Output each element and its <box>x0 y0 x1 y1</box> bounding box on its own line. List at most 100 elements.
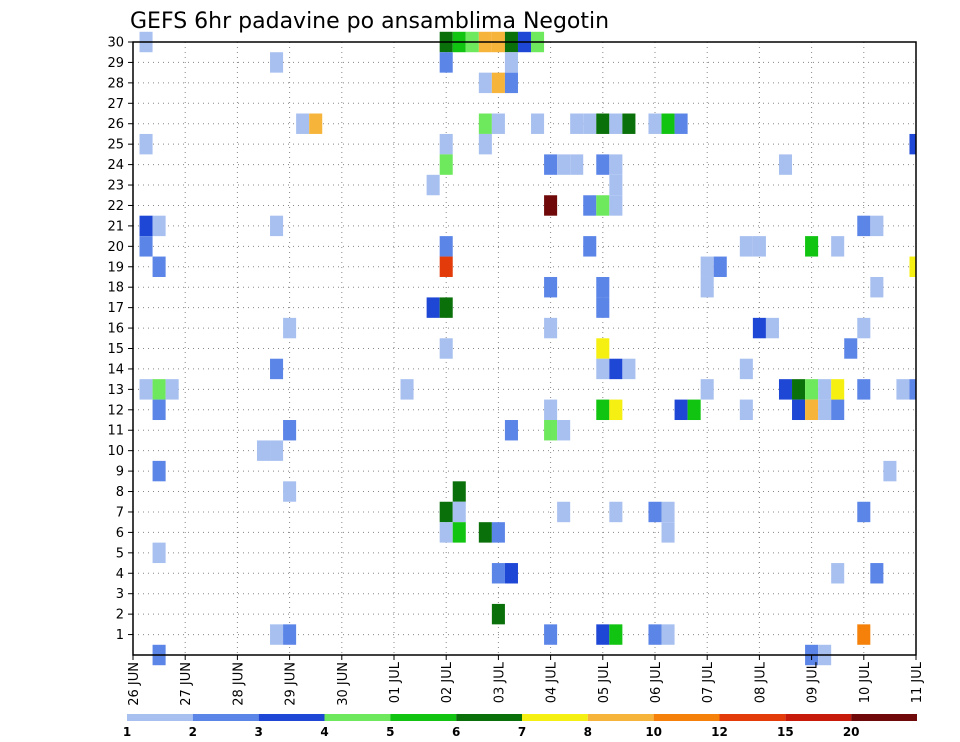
heatmap-cell <box>426 174 440 196</box>
heatmap-cell <box>544 317 558 339</box>
heatmap-cell <box>439 297 453 318</box>
heatmap-cell <box>700 379 714 400</box>
heatmap-cell <box>152 542 166 564</box>
heatmap-cell <box>439 133 453 155</box>
heatmap-cell <box>570 113 584 134</box>
colorbar-label: 1 <box>123 725 131 739</box>
heatmap-cell <box>805 399 819 421</box>
heatmap-cell <box>609 154 623 175</box>
x-tick-label: 26 JUN <box>127 662 142 706</box>
heatmap-cell <box>583 195 597 216</box>
heatmap-cell <box>583 236 597 257</box>
colorbar-legend: 1 2 3 4 5 6 7 8 10 12 15 20 <box>123 714 917 739</box>
heatmap-cell <box>283 624 297 645</box>
heatmap-cell <box>596 338 610 359</box>
heatmap-cell <box>283 317 297 339</box>
heatmap-cell <box>557 420 571 441</box>
x-tick-label: 08 JUL <box>753 661 768 703</box>
heatmap-cell <box>491 563 505 584</box>
colorbar-segment <box>785 714 852 721</box>
heatmap-cell <box>700 256 714 277</box>
colorbar-segment <box>390 714 457 721</box>
heatmap-cell <box>152 460 166 482</box>
colorbar-segment <box>587 714 654 721</box>
heatmap-cell <box>452 522 466 543</box>
heatmap-cell <box>478 522 492 543</box>
heatmap-cell <box>139 133 153 155</box>
heatmap-cell <box>544 276 558 298</box>
y-tick-label: 21 <box>107 219 124 234</box>
y-tick-label: 22 <box>107 199 124 214</box>
colorbar-segment <box>324 714 391 721</box>
y-tick-label: 13 <box>107 383 124 398</box>
heatmap-cell <box>739 399 753 421</box>
heatmap-cell <box>596 195 610 216</box>
colorbar-label: 20 <box>843 725 860 739</box>
heatmap-cell <box>452 481 466 502</box>
heatmap-cell <box>596 399 610 421</box>
heatmap-cell <box>596 624 610 645</box>
y-tick-label: 17 <box>107 301 124 316</box>
heatmap-cell <box>857 501 871 523</box>
heatmap-cell <box>504 420 518 441</box>
y-tick-label: 19 <box>107 260 124 275</box>
heatmap-cell <box>609 501 623 523</box>
x-tick-label: 11 JUL <box>910 661 925 703</box>
heatmap-cell <box>831 379 845 400</box>
heatmap-cell <box>857 379 871 400</box>
heatmap-cell <box>596 297 610 318</box>
heatmap-cell <box>739 236 753 257</box>
heatmap-cell <box>270 440 284 461</box>
colorbar-label: 3 <box>254 725 262 739</box>
x-tick-label: 29 JUN <box>284 662 299 706</box>
heatmap-cell <box>531 113 545 134</box>
colorbar-segment <box>127 714 193 721</box>
heatmap-cell <box>792 399 806 421</box>
heatmap-cell <box>765 317 779 339</box>
heatmap-cell <box>818 399 832 421</box>
x-axis-ticks: 26 JUN 27 JUN 28 JUN 29 JUN 30 JUN 01 JUL 02 J… <box>127 655 925 706</box>
heatmap-cell <box>713 256 727 277</box>
heatmap-cell <box>491 603 505 625</box>
x-tick-label: 01 JUL <box>388 661 403 703</box>
x-tick-label: 06 JUL <box>649 661 664 703</box>
heatmap-cell <box>491 72 505 94</box>
heatmap-cell <box>844 338 858 359</box>
x-tick-label: 07 JUL <box>701 661 716 703</box>
heatmap-cell <box>504 563 518 584</box>
colorbar-label: 2 <box>189 725 197 739</box>
y-tick-label: 7 <box>116 505 124 520</box>
heatmap-cell <box>622 358 636 380</box>
y-tick-label: 11 <box>107 424 124 439</box>
y-tick-label: 10 <box>107 444 124 459</box>
y-tick-label: 28 <box>107 76 124 91</box>
heatmap-cell <box>270 624 284 645</box>
grid-lines <box>132 41 917 655</box>
heatmap-cell <box>674 113 688 134</box>
heatmap-cell <box>152 256 166 277</box>
heatmap-cell <box>544 399 558 421</box>
heatmap-cell <box>857 215 871 237</box>
heatmap-cell <box>152 399 166 421</box>
heatmap-cell <box>661 522 675 543</box>
heatmap-cell <box>896 379 910 400</box>
heatmap-cell <box>439 256 453 277</box>
y-tick-label: 16 <box>107 322 124 337</box>
heatmap-cell <box>283 420 297 441</box>
y-tick-label: 5 <box>116 546 124 561</box>
y-tick-label: 8 <box>116 485 124 500</box>
heatmap-cell <box>452 501 466 523</box>
heatmap-cell <box>400 379 414 400</box>
heatmap-cell <box>609 174 623 196</box>
y-tick-label: 3 <box>116 587 124 602</box>
heatmap-cell <box>909 256 916 277</box>
heatmap-cell <box>270 358 284 380</box>
y-tick-label: 24 <box>107 158 124 173</box>
y-tick-label: 25 <box>107 138 124 153</box>
heatmap-cell <box>270 215 284 237</box>
heatmap-cell <box>478 72 492 94</box>
heatmap-cell <box>439 501 453 523</box>
y-tick-label: 18 <box>107 281 124 296</box>
y-tick-label: 6 <box>116 526 124 541</box>
colorbar-segment <box>653 714 720 721</box>
